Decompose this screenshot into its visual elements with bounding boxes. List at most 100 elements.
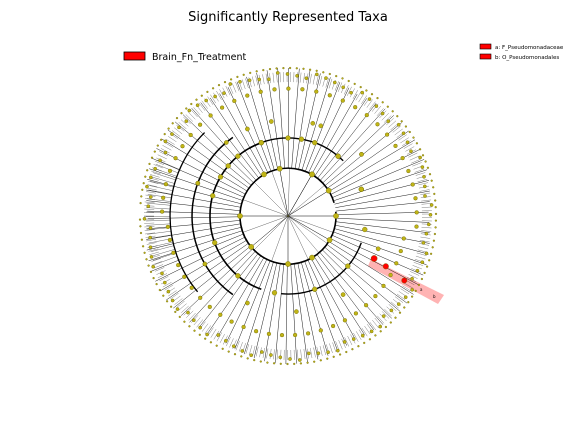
branch-line <box>146 227 242 251</box>
branch-line <box>164 284 174 291</box>
branch-line <box>217 257 265 338</box>
taxon-node <box>259 360 262 363</box>
branch-line <box>279 168 289 217</box>
taxon-node <box>332 80 337 85</box>
branch-line <box>335 221 430 234</box>
taxon-node <box>223 338 228 343</box>
taxon-node <box>414 289 417 292</box>
taxon-node <box>426 265 429 268</box>
taxon-node <box>258 140 264 146</box>
branch-line <box>225 86 231 96</box>
taxon-node <box>318 123 324 129</box>
taxon-node <box>217 83 221 87</box>
branch-line <box>145 232 156 235</box>
branch-line <box>287 215 328 244</box>
taxon-node <box>286 362 289 366</box>
branch-line <box>186 310 194 318</box>
taxon-node <box>255 70 258 73</box>
branch-line <box>335 190 430 208</box>
taxon-node <box>339 353 342 356</box>
taxon-node <box>182 274 187 279</box>
taxon-node <box>389 308 394 313</box>
taxon-node <box>275 71 280 75</box>
branch-line <box>309 73 312 84</box>
taxon-node <box>360 333 365 338</box>
branch-line <box>402 285 411 292</box>
taxon-node <box>144 175 147 178</box>
branch-line <box>312 74 316 85</box>
taxon-node <box>216 333 220 337</box>
branch-line <box>146 207 171 210</box>
branch-line <box>394 128 403 136</box>
branch-line <box>347 86 352 96</box>
taxon-node <box>342 340 347 344</box>
taxon-node <box>279 333 285 338</box>
taxon-node <box>326 350 330 355</box>
branch-line <box>251 215 289 248</box>
class-legend-label: Brain_Fn_Treatment <box>152 52 247 63</box>
taxon-node <box>152 277 155 280</box>
taxon-node <box>391 110 394 113</box>
taxon-node <box>415 268 420 273</box>
taxon-node <box>410 287 415 292</box>
branch-line <box>418 246 429 250</box>
taxon-node <box>432 186 435 189</box>
branch-line <box>252 76 255 87</box>
taxon-node <box>235 153 241 159</box>
taxon-node <box>433 232 436 236</box>
branch-line <box>319 75 323 86</box>
branch-line <box>255 346 259 357</box>
taxon-node <box>428 173 432 176</box>
taxon-node <box>353 105 358 110</box>
branch-line <box>388 120 397 128</box>
taxon-node <box>386 119 391 123</box>
taxon-node <box>423 194 427 198</box>
taxon-node <box>403 295 408 300</box>
branch-line <box>146 223 171 226</box>
taxon-node <box>173 156 178 161</box>
taxon-node <box>191 318 196 323</box>
branch-line <box>144 201 155 204</box>
branch-line <box>151 249 175 257</box>
taxon-node <box>434 212 438 215</box>
taxon-node <box>167 168 173 173</box>
branch-line <box>331 234 424 276</box>
taxon-node <box>266 361 269 364</box>
taxon-node <box>282 66 285 70</box>
taxon-node <box>170 298 175 303</box>
taxon-node <box>401 131 406 136</box>
taxon-node <box>309 254 315 261</box>
taxon-node <box>401 236 406 241</box>
branch-line <box>150 181 174 188</box>
branch-line <box>300 349 302 360</box>
taxon-node <box>432 239 435 242</box>
taxon-node <box>359 151 364 157</box>
branch-line <box>400 288 410 295</box>
taxon-node <box>261 171 267 178</box>
branch-line <box>372 320 379 328</box>
taxon-node <box>434 206 437 209</box>
branch-line <box>361 95 367 104</box>
branch-line <box>328 241 414 295</box>
taxon-node <box>221 347 224 350</box>
taxon-node <box>314 72 319 77</box>
taxon-node <box>225 163 231 169</box>
branch-line <box>398 134 407 141</box>
branch-line <box>219 89 225 99</box>
branch-line <box>266 348 269 359</box>
taxon-node <box>325 187 332 194</box>
taxon-node <box>364 112 369 118</box>
taxon-node <box>424 251 429 256</box>
taxon-node <box>163 133 166 136</box>
taxon-node <box>347 79 350 83</box>
branch-line <box>156 148 246 195</box>
branch-line <box>253 262 278 359</box>
taxon-node <box>176 263 181 268</box>
taxon-node <box>406 168 411 174</box>
branch-line <box>242 199 289 217</box>
taxon-node <box>268 119 274 124</box>
branch-line <box>418 182 429 186</box>
taxon-node <box>333 213 339 219</box>
taxon-node <box>285 72 290 76</box>
taxon-node <box>198 325 202 330</box>
